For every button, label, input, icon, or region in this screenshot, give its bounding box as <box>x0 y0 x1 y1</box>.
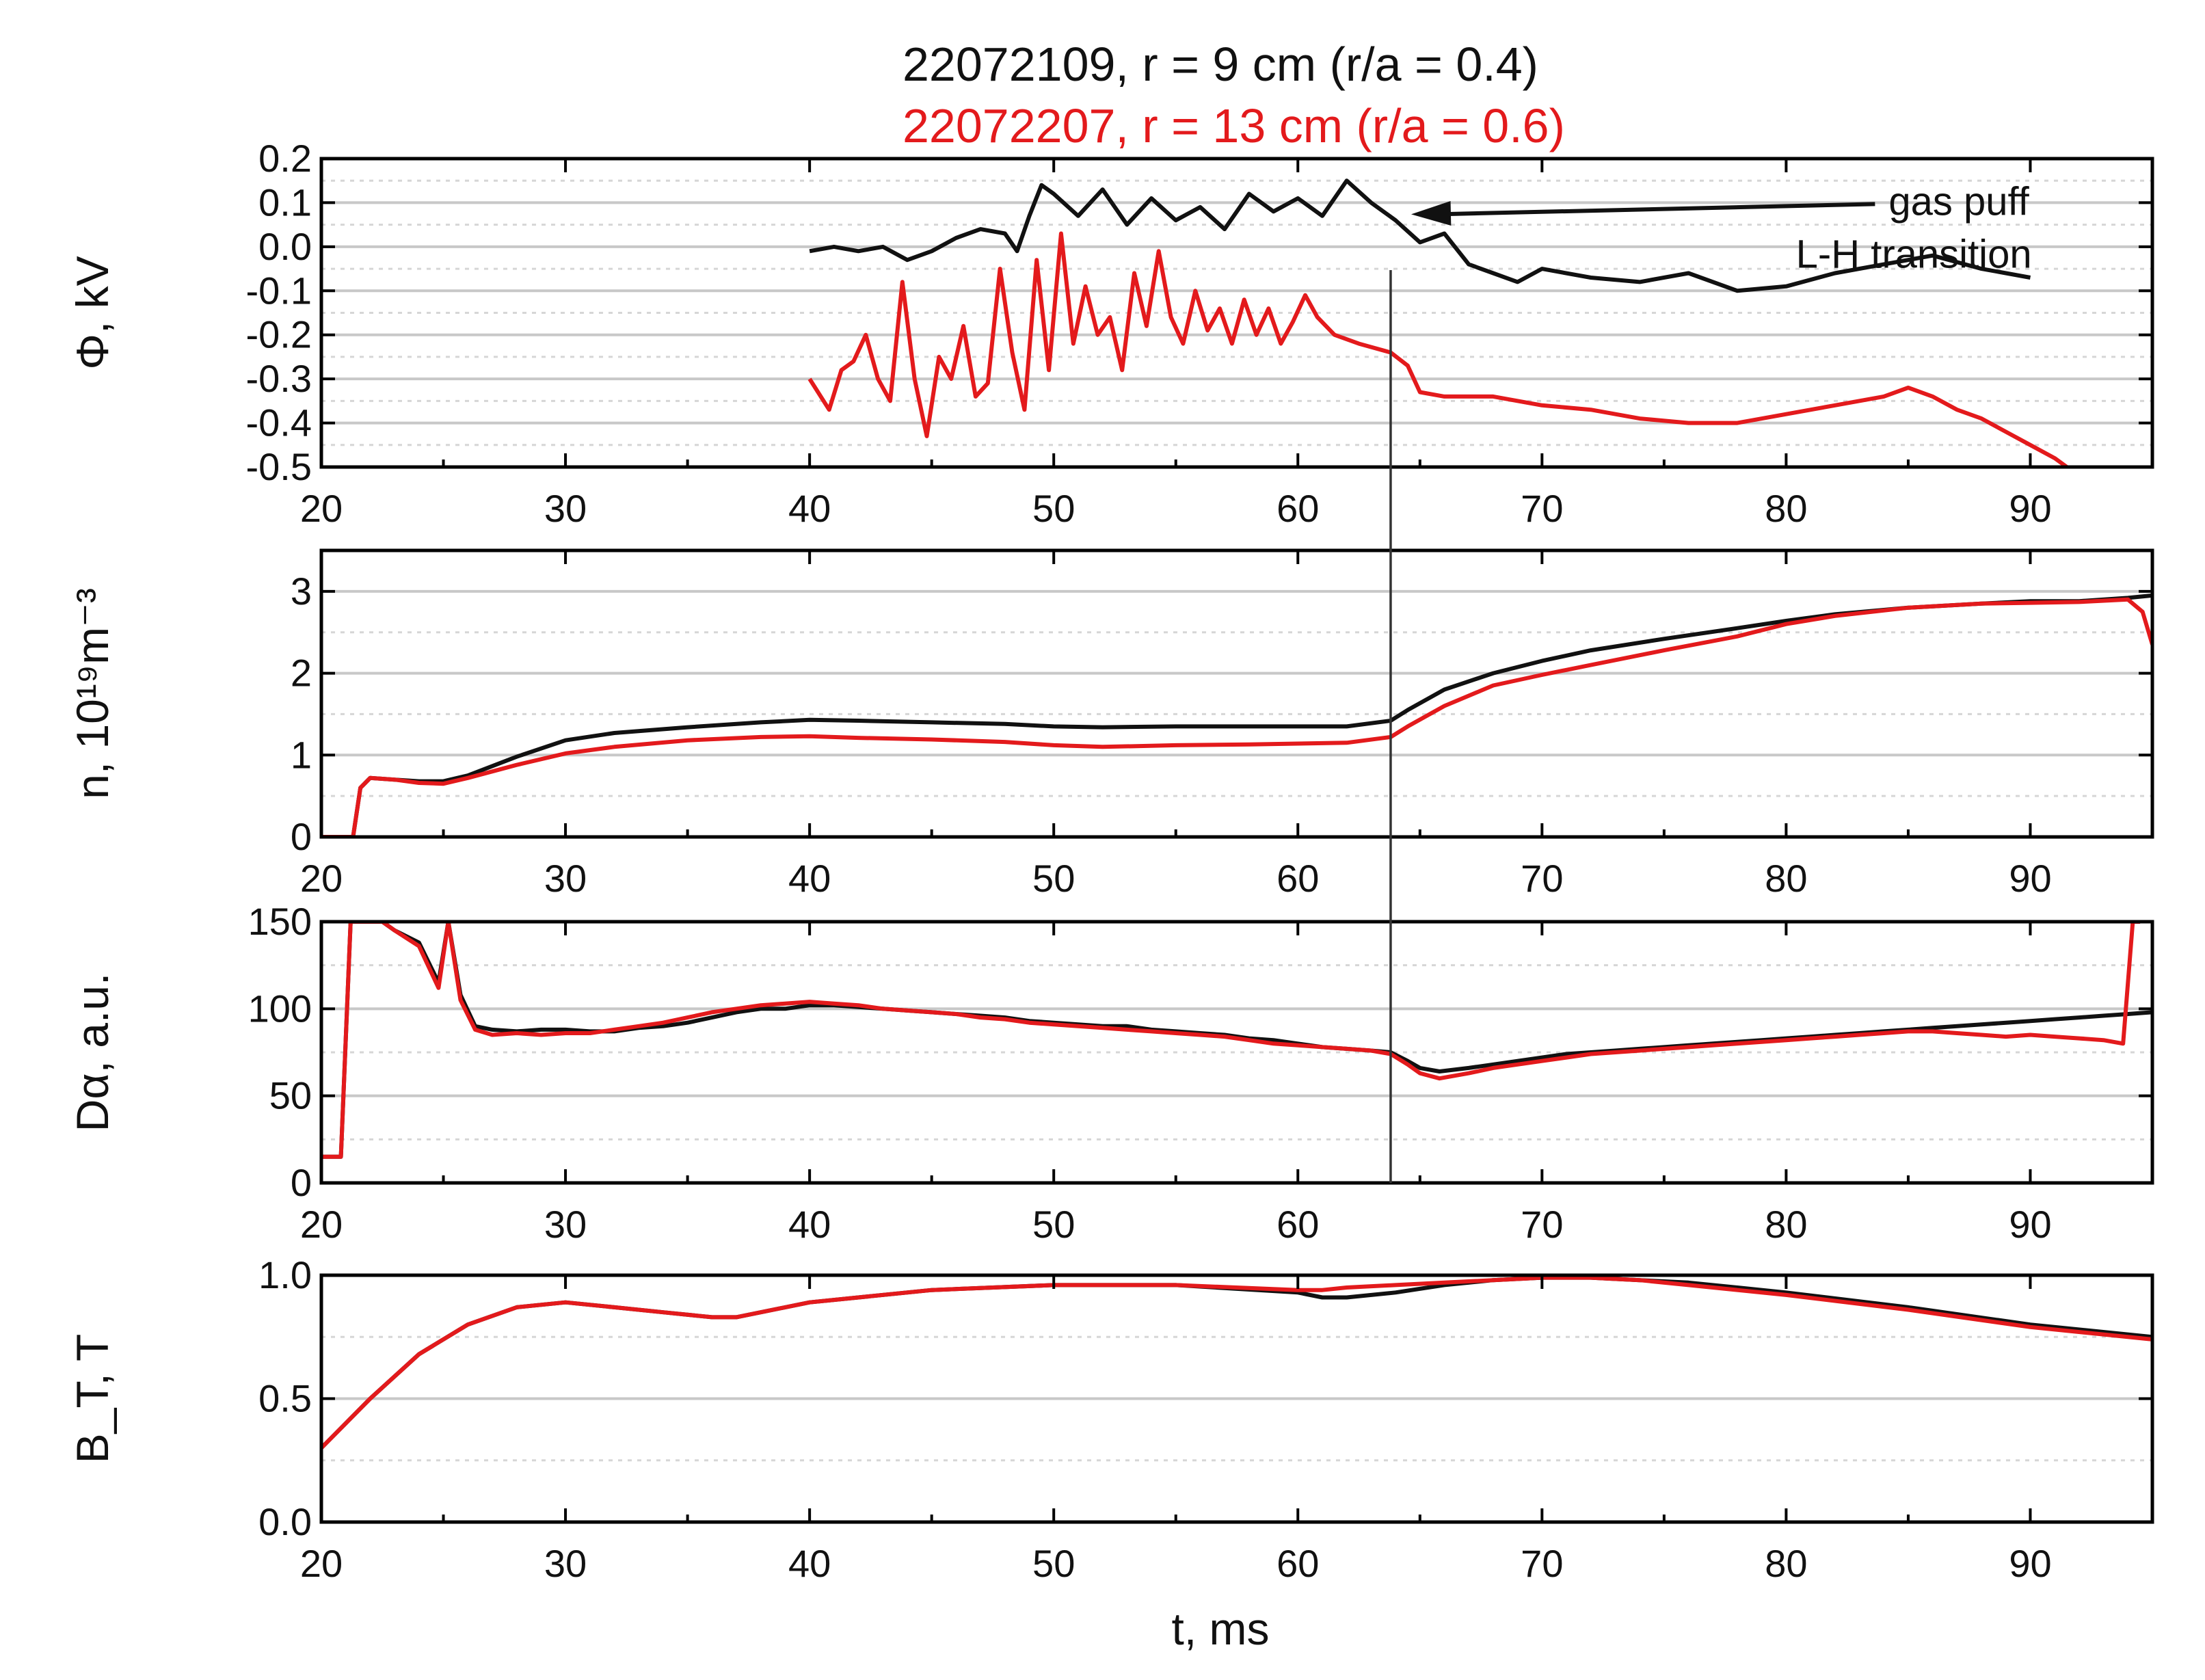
series-22072207 <box>321 597 2152 837</box>
y-tick-label: 0.2 <box>258 137 312 180</box>
y-tick-label: -0.1 <box>246 269 312 312</box>
x-tick-label: 30 <box>544 1542 587 1585</box>
y-tick-label: 2 <box>291 652 312 695</box>
series-22072207 <box>807 231 2068 467</box>
grid <box>321 179 2152 446</box>
title-line-shot-22072109: 22072109, r = 9 cm (r/a = 0.4) <box>903 38 1538 91</box>
panel-density: 0 1 2 3 20 30 40 50 60 70 80 90 n, 10¹⁹m⁻³ <box>67 548 2154 900</box>
series-22072109 <box>321 593 2152 837</box>
x-tick-label: 40 <box>788 487 831 530</box>
x-tick-label: 70 <box>1521 1542 1563 1585</box>
x-tick-label: 20 <box>300 857 343 900</box>
x-tick-label: 40 <box>788 857 831 900</box>
annotation-arrow-shaft <box>1438 202 1875 217</box>
x-tick-label: 60 <box>1277 1542 1319 1585</box>
x-axis-label: t, ms <box>1172 1603 1270 1654</box>
y-tick-label: 1 <box>291 733 312 776</box>
x-tick-label: 70 <box>1521 487 1563 530</box>
annotation-arrow-head <box>1411 201 1452 226</box>
x-tick-label: 90 <box>2009 1203 2051 1246</box>
x-tick-label: 40 <box>788 1203 831 1246</box>
x-tick-label: 30 <box>544 487 587 530</box>
x-tick-label: 80 <box>1765 1542 1807 1585</box>
plot-frame <box>319 548 2154 839</box>
y-tick-label: 50 <box>269 1074 312 1117</box>
y-tick-label: 150 <box>248 900 312 943</box>
x-tick-label: 80 <box>1765 857 1807 900</box>
grid <box>321 964 2152 1141</box>
x-tick-label: 50 <box>1032 487 1075 530</box>
x-tick-label: 70 <box>1521 1203 1563 1246</box>
x-tick-label: 80 <box>1765 1203 1807 1246</box>
x-tick-label: 20 <box>300 1542 343 1585</box>
series-22072207 <box>321 1275 2152 1450</box>
x-tick-label: 20 <box>300 487 343 530</box>
x-tick-label: 90 <box>2009 487 2051 530</box>
grid <box>321 1335 2152 1462</box>
panel-d-alpha: 0 50 100 150 20 30 40 50 60 70 80 90 Dα, a.u. <box>67 900 2154 1246</box>
annotation-lh-transition: L-H transition <box>1796 232 2032 277</box>
panels: -0.5-0.4-0.3-0.2-0.10.00.10.220 30 40 50 60 7… <box>67 137 2154 1585</box>
y-tick-label: 0 <box>291 1161 312 1204</box>
x-tick-label: 50 <box>1032 857 1075 900</box>
x-tick-label: 70 <box>1521 857 1563 900</box>
y-axis-label: Φ, kV <box>67 256 118 369</box>
y-tick-label: 0.5 <box>258 1377 312 1420</box>
y-axis-label: n, 10¹⁹m⁻³ <box>67 588 118 799</box>
x-tick-label: 30 <box>544 857 587 900</box>
panel-toroidal-field: 0.0 0.5 1.0 20 30 40 50 60 70 80 90 B_T, T <box>67 1253 2154 1585</box>
series-22072207 <box>321 922 2141 1159</box>
y-axis-label: B_T, T <box>67 1334 118 1464</box>
grid <box>321 589 2152 797</box>
x-tick-label: 40 <box>788 1542 831 1585</box>
x-tick-label: 60 <box>1277 487 1319 530</box>
x-tick-label: 90 <box>2009 1542 2051 1585</box>
series-22072109 <box>321 1275 2152 1450</box>
y-tick-label: 0.1 <box>258 181 312 224</box>
panel-potential: -0.5-0.4-0.3-0.2-0.10.00.10.2 20 30 40 50 60 7… <box>67 137 2154 530</box>
y-axis-label: Dα, a.u. <box>67 973 118 1132</box>
y-tick-label: 0 <box>291 815 312 858</box>
y-tick-label: -0.2 <box>246 313 312 356</box>
y-tick-label: 0.0 <box>258 1500 312 1543</box>
x-tick-label: 50 <box>1032 1542 1075 1585</box>
y-tick-label: -0.3 <box>246 357 312 400</box>
x-tick-label: 50 <box>1032 1203 1075 1246</box>
y-tick-label: 0.0 <box>258 225 312 268</box>
y-tick-label: 3 <box>291 570 312 613</box>
x-tick-label: 60 <box>1277 1203 1319 1246</box>
plot-frame <box>319 920 2154 1185</box>
plot-frame <box>319 157 2154 469</box>
annotations: gas puff L-H transition <box>1411 179 2032 277</box>
y-tick-label: 100 <box>248 987 312 1030</box>
x-tick-label: 90 <box>2009 857 2051 900</box>
x-tick-label: 30 <box>544 1203 587 1246</box>
annotation-gas-puff: gas puff <box>1888 179 2029 224</box>
x-tick-label: 60 <box>1277 857 1319 900</box>
y-tick-label: -0.4 <box>246 401 312 444</box>
series-22072109 <box>809 178 2031 293</box>
title-line-shot-22072207: 22072207, r = 13 cm (r/a = 0.6) <box>903 99 1565 152</box>
y-tick-label: -0.5 <box>246 445 312 488</box>
x-tick-label: 20 <box>300 1203 343 1246</box>
x-tick-label: 80 <box>1765 487 1807 530</box>
y-tick-label: 1.0 <box>258 1253 312 1296</box>
